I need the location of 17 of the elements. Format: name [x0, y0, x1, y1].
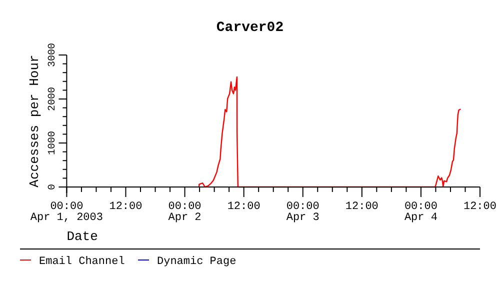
y-tick-label: 3000: [48, 42, 59, 68]
x-tick-label: 00:00 Apr 1, 2003: [30, 201, 104, 224]
x-tick-label: 12:00: [109, 201, 142, 213]
x-axis-title: Date: [66, 229, 98, 244]
y-axis-title: Accesses per Hour: [27, 54, 42, 188]
legend-label: Email Channel: [39, 256, 125, 268]
chart-title: Carver02: [216, 20, 284, 36]
x-tick-label: 12:00: [345, 201, 378, 213]
y-tick-label: 0: [48, 184, 59, 190]
y-tick-label: 1000: [48, 130, 59, 156]
x-tick-label: 00:00 Apr 2: [168, 201, 202, 224]
legend-label: Dynamic Page: [157, 256, 236, 268]
y-tick-label: 2000: [48, 86, 59, 112]
x-tick-label: 00:00 Apr 3: [286, 201, 320, 224]
x-tick-label: 12:00: [463, 201, 497, 213]
x-tick-label: 00:00 Apr 4: [404, 201, 438, 224]
x-tick-label: 12:00: [227, 201, 260, 213]
